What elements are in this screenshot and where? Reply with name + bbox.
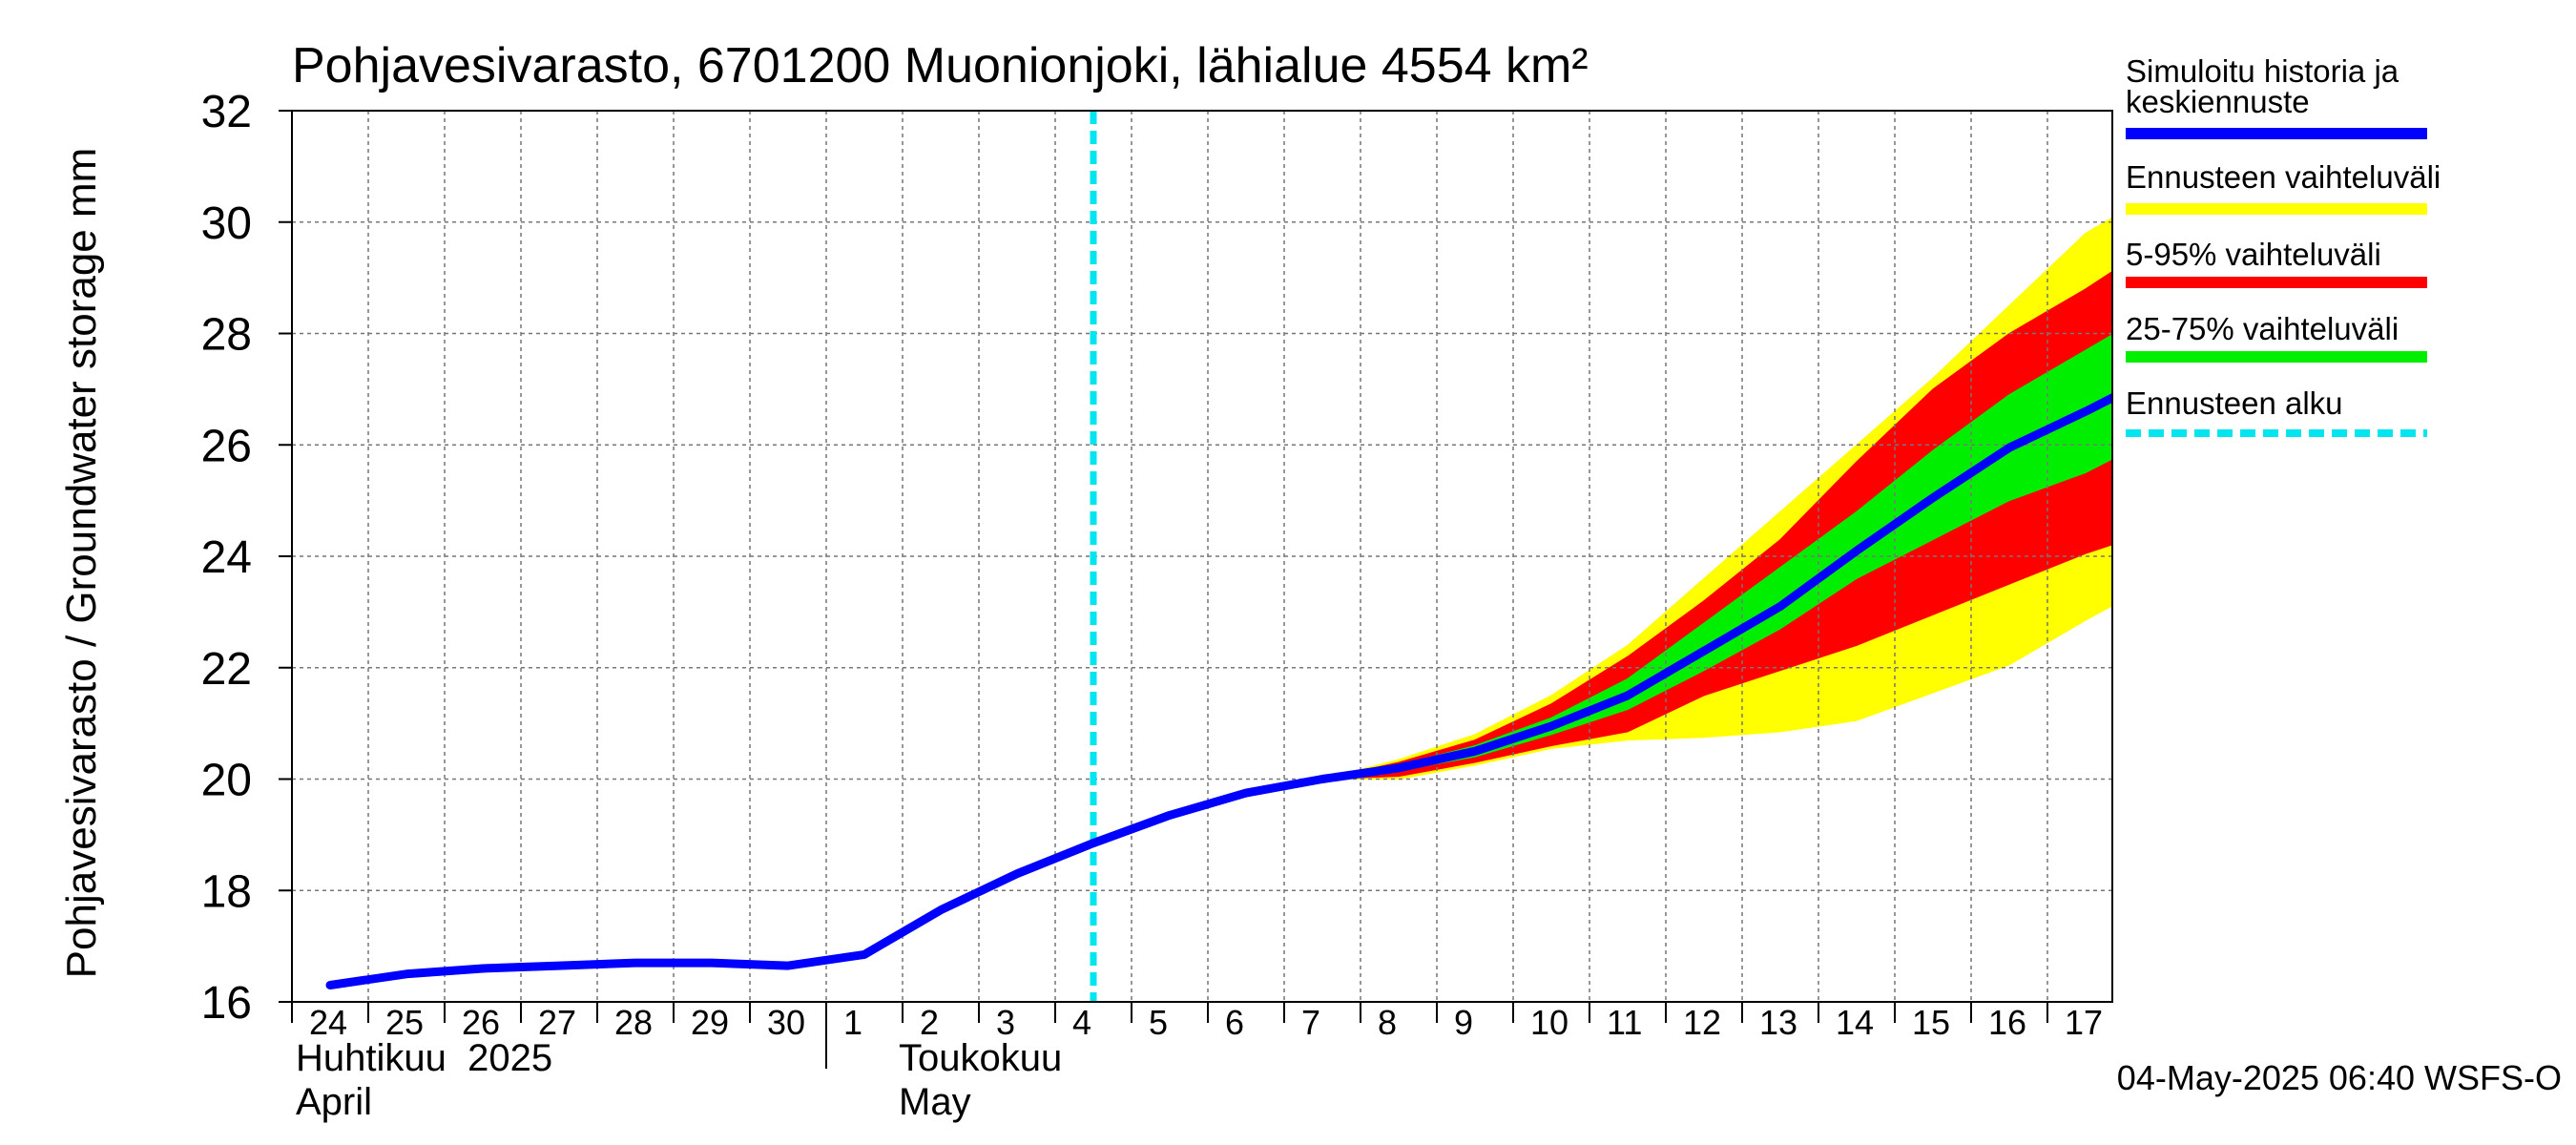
legend-label: 5-95% vaihteluväli xyxy=(2126,237,2381,272)
band-3 xyxy=(1245,334,2112,794)
band-1 xyxy=(1245,217,2112,794)
x-tick-label: 12 xyxy=(1683,1003,1721,1042)
forecast-bands xyxy=(1245,217,2112,794)
x-tick-label: 28 xyxy=(614,1003,653,1042)
grid-lines xyxy=(292,111,2112,1002)
legend-label: keskiennuste xyxy=(2126,84,2310,119)
y-tick-label: 26 xyxy=(201,421,252,471)
month-label-en: May xyxy=(899,1081,971,1123)
x-tick-label: 8 xyxy=(1378,1003,1397,1042)
y-tick-label: 20 xyxy=(201,756,252,806)
timestamp-footer: 04-May-2025 06:40 WSFS-O xyxy=(2117,1058,2562,1097)
y-axis-label: Pohjavesivarasto / Groundwater storage m… xyxy=(58,148,105,979)
x-tick-label: 6 xyxy=(1225,1003,1244,1042)
x-tick-label: 24 xyxy=(309,1003,347,1042)
x-tick-label: 9 xyxy=(1454,1003,1473,1042)
x-tick-label: 14 xyxy=(1836,1003,1874,1042)
series-group xyxy=(325,392,2112,989)
x-tick-label: 15 xyxy=(1912,1003,1950,1042)
y-tick-label: 24 xyxy=(201,532,252,583)
legend-label: Ennusteen vaihteluväli xyxy=(2126,159,2441,195)
x-tick-label: 11 xyxy=(1607,1003,1642,1042)
month-label-fi: Toukokuu xyxy=(899,1037,1062,1079)
x-tick-label: 4 xyxy=(1072,1003,1091,1042)
x-axis: 24 25 26 27 28 29 30 1 2 3 4 5 6 7 8 9 10 11 12 13 14 15 16 17 xyxy=(291,1002,2103,1069)
month-label-en: April xyxy=(296,1081,372,1123)
month-label-fi: Huhtikuu 2025 xyxy=(296,1037,552,1079)
legend-label: Ennusteen alku xyxy=(2126,385,2343,421)
x-tick-label: 7 xyxy=(1301,1003,1320,1042)
y-tick-label: 16 xyxy=(201,978,252,1029)
chart-title: Pohjavesivarasto, 6701200 Muonionjoki, l… xyxy=(292,38,1589,94)
x-tick-label: 5 xyxy=(1149,1003,1168,1042)
x-tick-label: 27 xyxy=(538,1003,576,1042)
x-tick-label: 2 xyxy=(920,1003,939,1042)
x-tick-label: 3 xyxy=(996,1003,1015,1042)
y-tick-label: 18 xyxy=(201,866,252,917)
x-tick-label: 26 xyxy=(462,1003,500,1042)
x-tick-label: 30 xyxy=(767,1003,805,1042)
y-tick-label: 22 xyxy=(201,644,252,695)
x-tick-label: 10 xyxy=(1530,1003,1568,1042)
y-tick-label: 28 xyxy=(201,310,252,361)
x-tick-label: 16 xyxy=(1988,1003,2026,1042)
x-tick-label: 29 xyxy=(691,1003,729,1042)
x-tick-label: 17 xyxy=(2065,1003,2103,1042)
x-tick-label: 13 xyxy=(1759,1003,1797,1042)
y-axis: 16 18 20 22 24 26 28 30 32 xyxy=(201,87,292,1029)
legend-label: 25-75% vaihteluväli xyxy=(2126,311,2399,346)
x-tick-label: 25 xyxy=(385,1003,424,1042)
median-series-line xyxy=(325,392,2112,989)
y-tick-label: 32 xyxy=(201,87,252,137)
x-tick-label: 1 xyxy=(843,1003,862,1042)
y-tick-label: 30 xyxy=(201,198,252,249)
legend-label: Simuloitu historia ja xyxy=(2126,53,2399,89)
